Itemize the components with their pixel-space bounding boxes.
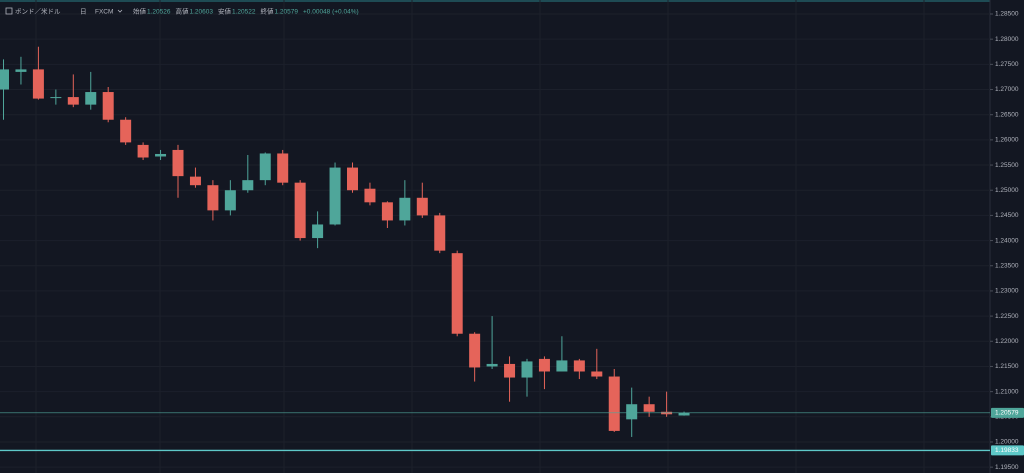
- candle-body: [556, 360, 568, 372]
- candle-body: [67, 97, 79, 105]
- ohlc-label: 始値: [133, 7, 147, 16]
- candle-body: [155, 153, 167, 157]
- price-tag-label: 1.19833: [995, 447, 1019, 454]
- candle-body: [0, 69, 9, 90]
- source[interactable]: FXCM: [95, 9, 113, 16]
- y-tick-label: 1.25000: [995, 187, 1019, 194]
- candle-body: [277, 153, 289, 183]
- candle-body: [364, 188, 376, 203]
- candle-body: [451, 253, 463, 334]
- candle-body: [591, 371, 603, 377]
- candle-body: [32, 69, 44, 99]
- candle-body: [643, 404, 655, 412]
- ohlc-label: 安値: [218, 7, 232, 16]
- candle-body: [172, 149, 184, 177]
- candles: [0, 46, 990, 452]
- dropdown-arrow[interactable]: [117, 9, 123, 13]
- ohlc-value: 1.20603: [190, 9, 214, 16]
- candle-body: [504, 363, 516, 378]
- ohlc-label: 終値: [261, 7, 275, 16]
- candle-body: [399, 197, 411, 221]
- symbol-title[interactable]: ポンド／米ドル: [15, 7, 61, 16]
- candle-body: [102, 92, 114, 120]
- candle-body: [259, 153, 271, 181]
- candle-body: [15, 69, 27, 72]
- candle-body: [381, 202, 393, 221]
- candle-body: [626, 404, 638, 420]
- candle-body: [207, 185, 219, 211]
- candle-body: [416, 197, 428, 216]
- price-tag: [991, 445, 1024, 456]
- candle-body: [224, 190, 236, 211]
- ohlc-label: 高値: [176, 7, 190, 16]
- candle-body: [312, 224, 324, 239]
- y-tick-label: 1.27500: [995, 61, 1019, 68]
- candle-body: [469, 333, 481, 368]
- candle-body: [573, 360, 585, 372]
- candle-body: [486, 363, 498, 367]
- candle-body: [347, 167, 358, 191]
- y-tick-label: 1.24500: [995, 212, 1019, 219]
- ohlc-value: 1.20522: [232, 9, 256, 16]
- y-tick-label: 1.26000: [995, 137, 1019, 144]
- candle-body: [434, 215, 446, 251]
- price-tag-label: 1.20579: [995, 410, 1019, 417]
- ohlc-value: 1.20526: [147, 9, 171, 16]
- y-tick-label: 1.21500: [995, 363, 1019, 370]
- y-tick-label: 1.28500: [995, 11, 1019, 18]
- candle-body: [329, 167, 341, 225]
- symbol-icon[interactable]: [5, 7, 13, 15]
- ohlc-value: 1.20579: [275, 9, 299, 16]
- candle-body: [137, 144, 149, 158]
- y-tick-label: 1.27000: [995, 86, 1019, 93]
- candle-body: [608, 376, 620, 431]
- y-tick-label: 1.28000: [995, 36, 1019, 43]
- candle-body: [120, 119, 132, 143]
- y-tick-label: 1.24000: [995, 237, 1019, 244]
- candle-body: [50, 97, 62, 99]
- y-tick-label: 1.21000: [995, 388, 1019, 395]
- candle-body: [678, 412, 690, 416]
- price-axis: 1.28500 1.28000 1.27500 1.27000 1.26500 1.260…: [990, 11, 1024, 471]
- y-tick-label: 1.22500: [995, 313, 1019, 320]
- y-tick-label: 1.25500: [995, 162, 1019, 169]
- candle-body: [85, 92, 97, 105]
- interval[interactable]: 日: [80, 8, 87, 16]
- y-tick-label: 1.19500: [995, 464, 1019, 471]
- candle-body: [294, 182, 306, 239]
- change: +0.00048 (+0.04%): [303, 9, 359, 16]
- candle-body: [538, 358, 550, 372]
- y-tick-label: 1.23000: [995, 288, 1019, 295]
- candle-body: [521, 361, 533, 378]
- y-tick-label: 1.26500: [995, 111, 1019, 118]
- legend-header: ポンド／米ドル 日 FXCM 始値 1.20526 高値 1.20603 安値 1.205…: [5, 7, 359, 16]
- candle-body: [189, 176, 201, 186]
- y-tick-label: 1.20000: [995, 439, 1019, 446]
- y-tick-label: 1.22000: [995, 338, 1019, 345]
- y-tick-label: 1.23500: [995, 262, 1019, 269]
- price-tag: [991, 407, 1024, 418]
- candle-body: [242, 180, 254, 191]
